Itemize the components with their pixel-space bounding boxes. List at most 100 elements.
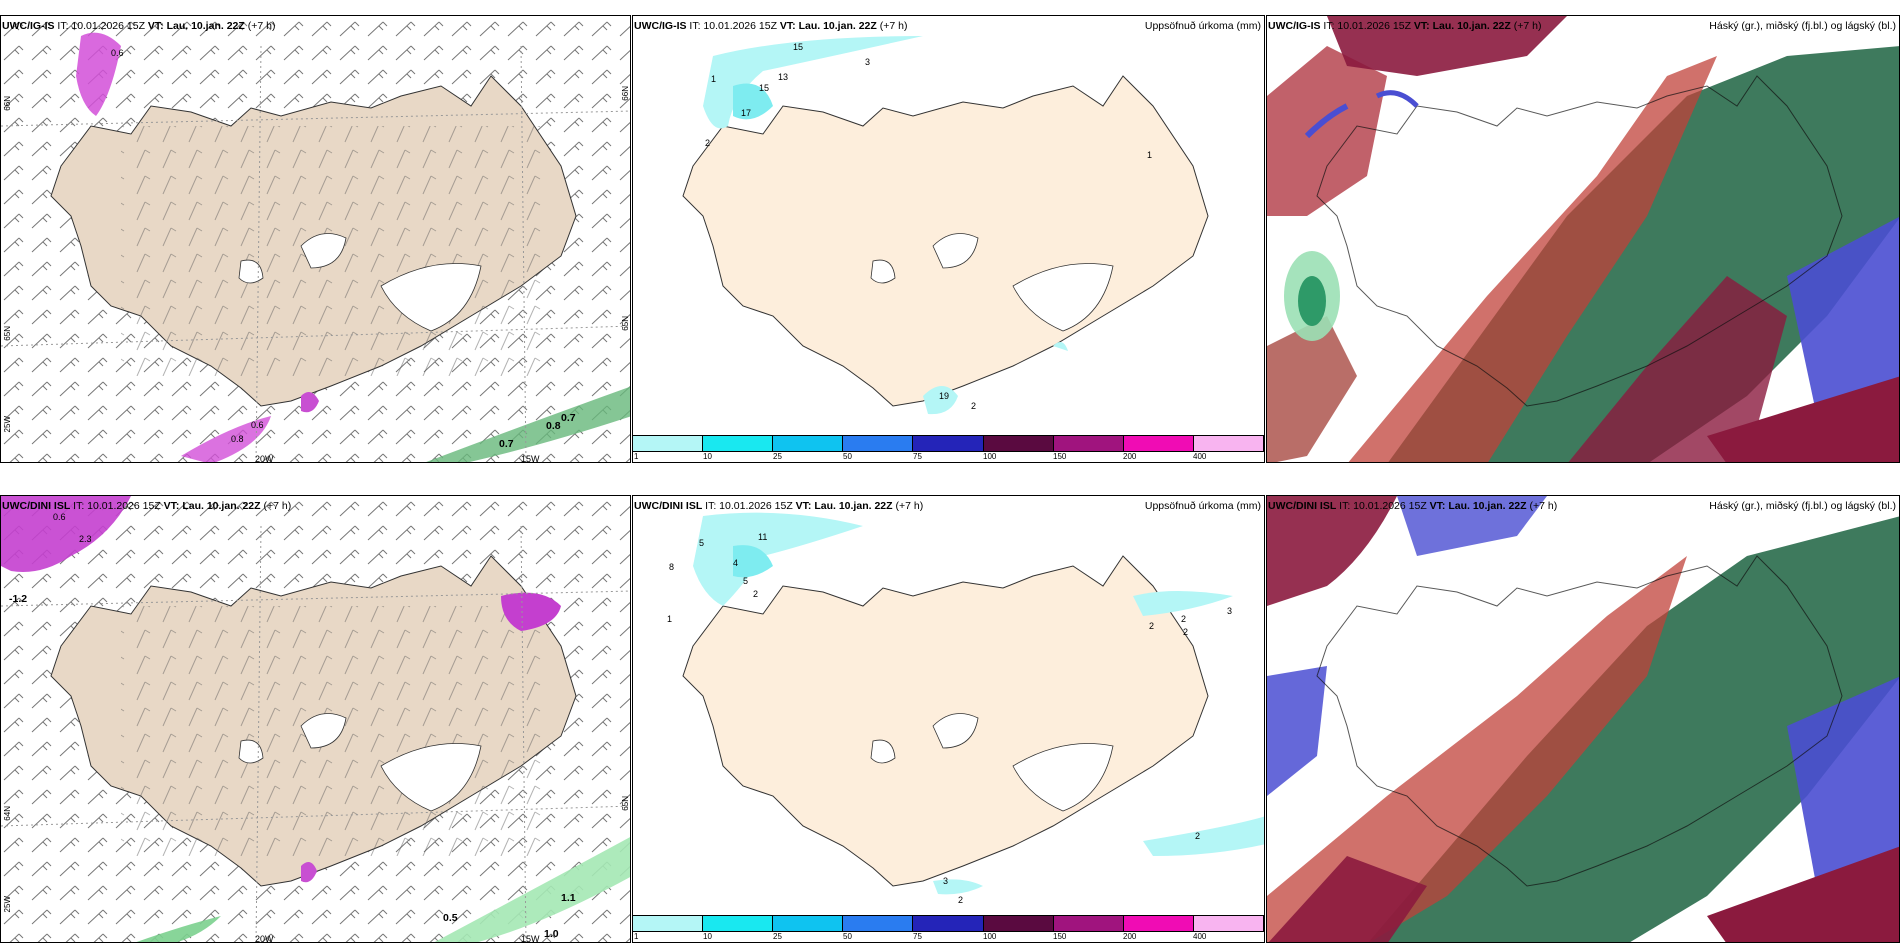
precip-label: 17	[741, 108, 752, 118]
precip-label: 3	[943, 876, 949, 886]
lat-label: 65N	[621, 796, 630, 811]
panel-clouds-ig-is: UWC/IG-IS IT: 10.01.2026 15Z VT: Lau. 10…	[1266, 15, 1900, 463]
precip-label: 2	[1181, 614, 1187, 624]
colorbar-cell	[1123, 436, 1194, 451]
wind-label: 0.6	[111, 48, 124, 58]
map-wind-ig-is	[1, 16, 630, 462]
panel-title-right: Uppsöfnuð úrkoma (mm)	[1144, 20, 1261, 32]
wind-label: 0.6	[251, 420, 264, 430]
wind-label: 0.6	[53, 512, 66, 522]
colorbar-cell	[843, 916, 914, 931]
colorbar-tick: 50	[843, 932, 852, 941]
precip-label: 3	[1227, 606, 1233, 616]
lat-label: 64N	[3, 806, 12, 821]
colorbar-tick: 150	[1053, 452, 1067, 461]
colorbar-tick: 25	[773, 452, 782, 461]
colorbar-cell	[1193, 436, 1264, 451]
colorbar-cell	[773, 436, 844, 451]
colorbar-cell	[983, 916, 1054, 931]
precip-label: 2	[958, 895, 964, 905]
precip-label: 1	[1147, 150, 1153, 160]
lon-label: 15W	[521, 454, 540, 463]
colorbar-cell	[913, 916, 984, 931]
colorbar-tick: 1	[634, 452, 639, 461]
precip-label: 3	[865, 57, 871, 67]
precip-colorbar	[633, 435, 1264, 452]
wind-label: 0.8	[231, 434, 244, 444]
colorbar-cell	[773, 916, 844, 931]
colorbar-ticks: 1 10 25 50 75 100 150 200 400	[633, 452, 1264, 462]
lat-label: 65N	[3, 326, 12, 341]
panel-title-right: Háský (gr.), miðský (fj.bl.) og lágský (…	[1709, 500, 1896, 512]
lat-label: 66N	[621, 86, 630, 101]
panel-header: UWC/DINI ISL IT: 10.01.2026 15Z VT: Lau.…	[2, 500, 292, 512]
precip-label: 1	[711, 74, 717, 84]
panel-header: UWC/DINI ISL IT: 10.01.2026 15Z VT: Lau.…	[634, 500, 924, 512]
precip-label: 2	[1149, 621, 1155, 631]
precip-label: 19	[939, 391, 950, 401]
panel-header: UWC/IG-IS IT: 10.01.2026 15Z VT: Lau. 10…	[2, 20, 276, 32]
colorbar-tick: 400	[1193, 932, 1207, 941]
lat-label: 25W	[3, 416, 12, 433]
panel-header: UWC/DINI ISL IT: 10.01.2026 15Z VT: Lau.…	[1268, 500, 1558, 512]
panel-title-right: Uppsöfnuð úrkoma (mm)	[1144, 500, 1261, 512]
colorbar-tick: 50	[843, 452, 852, 461]
wind-label: 0.8	[546, 420, 561, 432]
map-clouds-ig-is	[1267, 16, 1899, 462]
precip-label: 11	[758, 532, 768, 542]
colorbar-cell	[1053, 436, 1124, 451]
colorbar-cell	[913, 436, 984, 451]
lat-label: 65N	[621, 316, 630, 331]
panel-header: UWC/IG-IS IT: 10.01.2026 15Z VT: Lau. 10…	[1268, 20, 1542, 32]
colorbar-tick: 200	[1123, 932, 1137, 941]
wind-label: 0.7	[499, 438, 514, 450]
precip-label: 2	[1183, 627, 1189, 637]
panel-header: UWC/IG-IS IT: 10.01.2026 15Z VT: Lau. 10…	[634, 20, 908, 32]
colorbar-tick: 150	[1053, 932, 1067, 941]
colorbar-cell	[983, 436, 1054, 451]
panel-precip-dini-isl: UWC/DINI ISL IT: 10.01.2026 15Z VT: Lau.…	[632, 495, 1265, 943]
panel-wind-dini-isl: UWC/DINI ISL IT: 10.01.2026 15Z VT: Lau.…	[0, 495, 631, 943]
precip-label: 5	[699, 538, 705, 548]
colorbar-tick: 100	[983, 932, 997, 941]
lat-label: 25W	[3, 896, 12, 913]
colorbar-tick: 400	[1193, 452, 1207, 461]
colorbar-cell	[1193, 916, 1264, 931]
precip-label: 2	[705, 138, 711, 148]
precip-label: 2	[971, 401, 977, 411]
colorbar-tick: 75	[913, 932, 922, 941]
wind-label: 0.5	[443, 912, 458, 924]
precip-label: 2	[1195, 831, 1201, 841]
colorbar-ticks: 1 10 25 50 75 100 150 200 400	[633, 932, 1264, 942]
precip-label: 15	[759, 83, 770, 93]
wind-label: 0.7	[561, 412, 576, 424]
panel-wind-ig-is: UWC/IG-IS IT: 10.01.2026 15Z VT: Lau. 10…	[0, 15, 631, 463]
precip-label: 5	[743, 576, 749, 586]
map-wind-dini-isl	[1, 496, 630, 942]
precip-label: 13	[778, 72, 789, 82]
colorbar-cell	[703, 436, 774, 451]
colorbar-cell	[1123, 916, 1194, 931]
map-precip-ig-is	[682, 36, 1209, 415]
lon-label: 15W	[521, 934, 540, 943]
precip-label: 15	[793, 42, 804, 52]
colorbar-tick: 100	[983, 452, 997, 461]
colorbar-cell	[843, 436, 914, 451]
wind-label: 1.0	[544, 928, 559, 940]
wind-label: 1.1	[561, 892, 576, 904]
wind-label: -1.2	[9, 593, 28, 605]
map-precip-dini-isl	[682, 512, 1264, 895]
precip-label: 2	[753, 589, 759, 599]
wind-label: 2.3	[79, 534, 92, 544]
precip-label: 1	[667, 614, 673, 624]
precip-label: 8	[669, 562, 675, 572]
colorbar-tick: 1	[634, 932, 639, 941]
colorbar-tick: 75	[913, 452, 922, 461]
colorbar-tick: 200	[1123, 452, 1137, 461]
lat-label: 66N	[3, 96, 12, 111]
lon-label: 20W	[255, 934, 274, 943]
colorbar-cell	[633, 436, 704, 451]
panel-clouds-dini-isl: UWC/DINI ISL IT: 10.01.2026 15Z VT: Lau.…	[1266, 495, 1900, 943]
colorbar-tick: 10	[703, 932, 712, 941]
colorbar-cell	[1053, 916, 1124, 931]
